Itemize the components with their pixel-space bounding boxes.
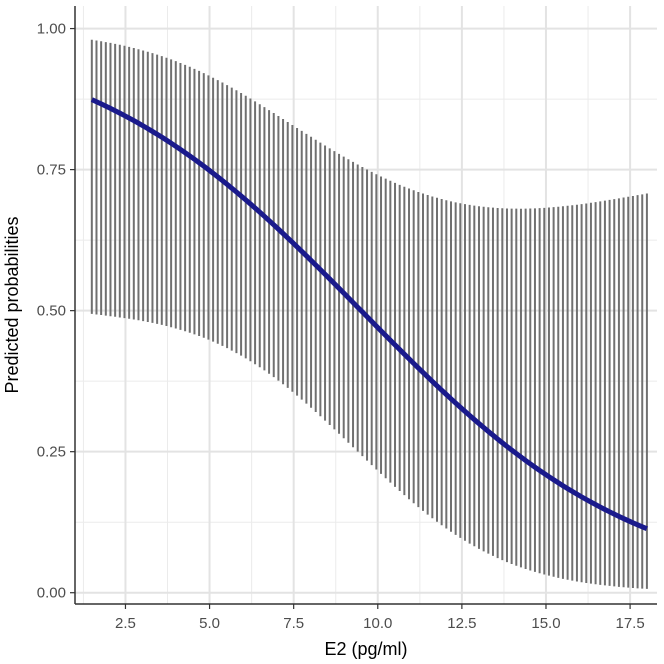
x-tick-label: 5.0 [199,615,220,632]
x-tick-label: 12.5 [447,615,476,632]
x-axis-title: E2 (pg/ml) [324,639,407,659]
x-tick-label: 7.5 [283,615,304,632]
y-axis-title: Predicted probabilities [2,216,22,393]
y-axis-ticks: 0.00 0.25 0.50 0.75 1.00 [37,21,75,602]
y-tick-label: 0.25 [37,444,66,461]
predicted-probability-line [90,97,648,532]
y-tick-label: 0.50 [37,303,66,320]
y-tick-label: 1.00 [37,21,66,38]
x-tick-label: 17.5 [615,615,644,632]
x-tick-label: 15.0 [531,615,560,632]
minor-gridlines [75,6,657,604]
y-tick-label: 0.00 [37,585,66,602]
x-tick-label: 10.0 [363,615,392,632]
x-axis-ticks: 2.5 5.0 7.5 10.0 12.5 15.0 17.5 [115,604,645,632]
y-tick-label: 0.75 [37,162,66,179]
x-tick-label: 2.5 [115,615,136,632]
